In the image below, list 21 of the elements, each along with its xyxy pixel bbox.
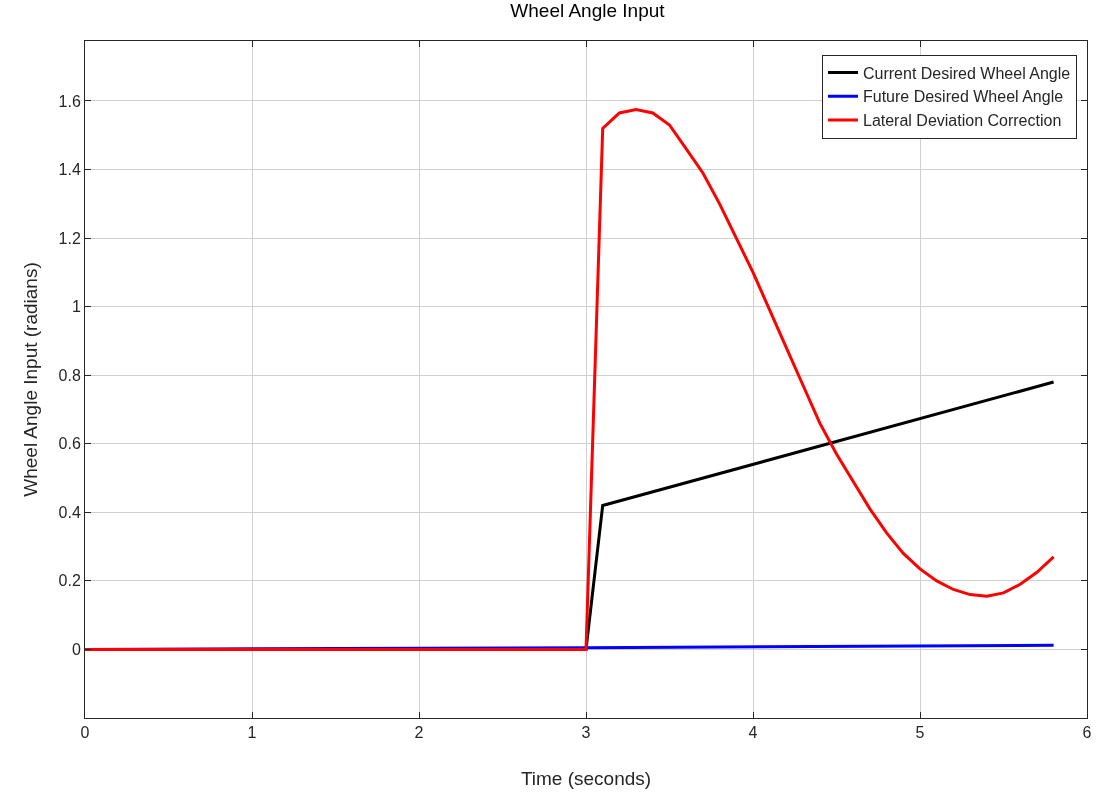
y-tick-label: 1 [71, 298, 81, 316]
y-tick-label: 1.2 [58, 229, 81, 247]
x-tick-label: 1 [247, 724, 257, 742]
x-tick-label: 5 [915, 724, 925, 742]
y-axis-title: Wheel Angle Input (radians) [20, 262, 41, 497]
y-tick-label: 0.6 [58, 435, 81, 453]
y-tick-label: 0.2 [58, 572, 81, 590]
legend-label: Future Desired Wheel Angle [862, 88, 1064, 106]
chart-title: Wheel Angle Input [510, 0, 666, 22]
y-tick-label: 0.4 [58, 503, 81, 521]
y-tick-label: 1.4 [58, 161, 81, 179]
x-axis-title: Time (seconds) [520, 768, 652, 789]
y-tick-label: 1.6 [58, 92, 81, 110]
y-tick-label: 0 [71, 641, 81, 659]
legend-label: Lateral Deviation Correction [862, 112, 1062, 130]
legend-label: Current Desired Wheel Angle [862, 64, 1071, 82]
y-tick-label: 0.8 [58, 366, 81, 384]
x-tick-label: 4 [748, 724, 758, 742]
x-tick-label: 2 [414, 724, 424, 742]
x-tick-label: 3 [581, 724, 591, 742]
x-tick-label: 6 [1082, 724, 1092, 742]
